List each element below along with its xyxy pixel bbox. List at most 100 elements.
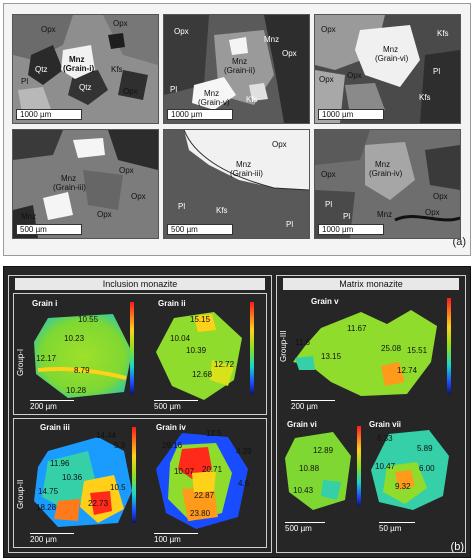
mineral-label: Opx [282,49,297,58]
age-value: 10.47 [375,462,396,471]
mineral-label: Opx [174,27,189,36]
age-value: 4.6 [238,479,250,488]
bse-texture [315,15,460,123]
grain-vii-title: Grain vii [369,420,402,429]
age-value: 6.33 [377,434,393,443]
age-value: 29.16 [162,441,183,450]
mineral-label: Mnz [383,45,399,54]
scale-bar: 500 µm [167,224,233,235]
mineral-label: Kfs [216,206,228,215]
grain-iv-map [156,433,248,529]
inclusion-monazite-section: Inclusion monazite Group-I Grain i 10.55… [8,275,272,553]
mineral-label: Mnz [377,210,393,219]
group-ii-box: Group-II Grain iii 14.44 5.3 11.96 10.36… [13,418,267,548]
bse-texture [164,130,309,238]
age-value: 13.15 [321,352,342,361]
mineral-label: Opx [321,170,336,179]
mineral-label: Pl [286,220,294,229]
grain-vii-map [371,430,449,510]
age-value: 12.89 [313,446,334,455]
bse-image-grain-iii: Mnz (Grain-iii) Opx Opx Mnz Opx 500 µm [12,129,159,239]
age-value: 5.89 [417,444,433,453]
inclusion-monazite-title: Inclusion monazite [15,278,265,290]
panel-a-letter: (a) [452,236,466,248]
matrix-monazite-section: Matrix monazite Group-III Grain v 11.67 … [276,275,466,553]
group-ii-label: Group-II [16,479,25,509]
matrix-monazite-title: Matrix monazite [283,278,459,290]
scale-bar: 100 µm [154,533,198,544]
colorbar [132,427,136,523]
panel-b-letter: (b) [450,541,464,553]
scale-bar: 50 µm [379,522,415,533]
age-value: 10.28 [66,386,87,395]
age-value: 20.71 [202,465,223,474]
bse-image-grain-iii-detail: Opx Mnz (Grain-iii) Pl Kfs Pl 500 µm [163,129,310,239]
mineral-label: Qtz [35,65,48,74]
mineral-label: Qtz [79,83,92,92]
grain-ii-title: Grain ii [158,299,186,308]
scale-bar: 200 µm [30,533,74,544]
mineral-label: Kfs [111,65,123,74]
scale-bar: 1000 µm [318,224,384,235]
age-value: 9.32 [395,482,411,491]
bse-image-grain-ii-v: Opx Mnz (Grain-ii) Mnz Opx Pl Mnz (Grain… [163,14,310,124]
bse-image-grain-iv: Mnz (Grain-iv) Opx Pl Pl Opx Mnz Opx 100… [314,129,461,239]
age-value: 14.44 [96,431,117,440]
mineral-label: Kfs [419,93,431,102]
bse-texture [13,15,158,123]
age-value: 11.96 [50,459,70,468]
age-value: 22.87 [194,491,215,500]
group-iii-label: Group-III [279,330,288,362]
age-value: 10.43 [293,486,314,495]
age-value: 10.5 [110,483,126,492]
grain-vi-title: Grain vi [287,420,317,429]
mineral-label: Pl [433,67,441,76]
grain-v-title: Grain v [311,297,339,306]
scale-bar: 500 µm [154,400,198,411]
age-value: 12.17 [36,354,57,363]
grain-i-title: Grain i [32,299,58,308]
age-value: 23.80 [190,509,211,518]
mineral-label: Mnz [236,160,252,169]
mineral-label: Kfs [437,29,449,38]
age-value: 10.04 [170,334,191,343]
mineral-label: (Grain-ii) [224,66,256,75]
mineral-label: Opx [113,19,128,28]
panel-a-bse-images: (a) Opx Opx Qtz Qtz Pl Mnz (Grain-i) Kfs… [3,3,471,256]
mineral-label: Opx [425,208,440,217]
bse-texture [315,130,460,238]
mineral-label: (Grain-iii) [230,169,263,178]
mineral-label: Pl [325,200,333,209]
age-value: 10.55 [78,315,99,324]
grain-iv-title: Grain iv [156,423,186,432]
age-value: 12.68 [192,370,213,379]
bse-image-grain-i: Opx Opx Qtz Qtz Pl Mnz (Grain-i) Kfs Opx… [12,14,159,124]
scale-bar: 200 µm [30,400,74,411]
mineral-label: Opx [97,210,112,219]
age-value: 10.39 [186,346,207,355]
mineral-label: Mnz [21,212,37,221]
age-value: 10.23 [64,334,85,343]
age-value: 11.67 [347,324,367,333]
age-value: 15.51 [407,346,428,355]
panel-b-th-maps: Inclusion monazite Group-I Grain i 10.55… [3,266,471,558]
mineral-label: Mnz [69,55,85,64]
colorbar [447,298,451,394]
age-value: 10.07 [174,467,195,476]
mineral-label: Mnz [61,174,77,183]
mineral-label: Opx [41,25,56,34]
age-value: 12.5 [206,429,222,438]
mineral-label: Mnz [204,89,220,98]
mineral-label: (Grain-vi) [375,54,409,63]
scale-bar: 1000 µm [318,109,384,120]
bse-texture [164,15,309,123]
grain-v-map [293,310,437,396]
scale-bar: 500 µm [16,224,82,235]
mineral-label: (Grain-v) [198,98,230,107]
age-value: 6.00 [419,464,435,473]
colorbar [130,302,134,394]
scale-bar: 1000 µm [167,109,233,120]
age-value: 18.28 [36,503,57,512]
grain-i-map [34,314,132,398]
age-value: 8.79 [74,366,90,375]
